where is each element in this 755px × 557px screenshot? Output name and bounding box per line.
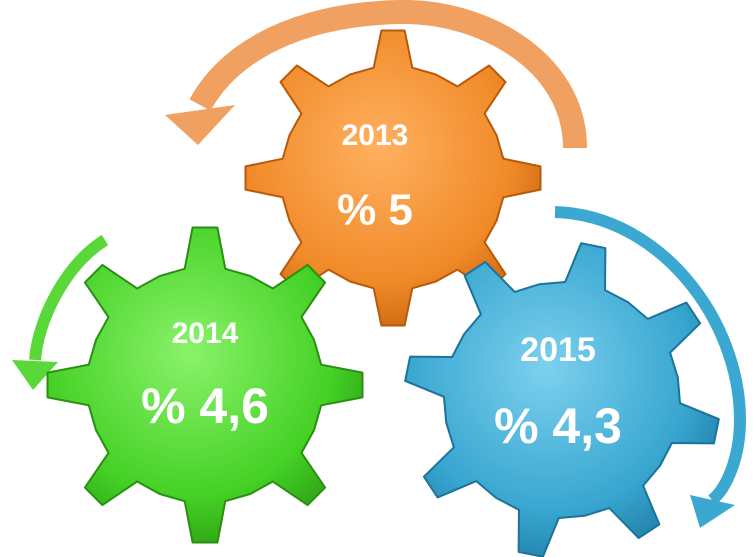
gears bbox=[48, 31, 719, 557]
node-year: 2013 bbox=[342, 119, 409, 152]
node-value: % 4,6 bbox=[141, 378, 269, 434]
node-year: 2014 bbox=[172, 317, 239, 350]
diagram: 2013 % 5 2014 % 4,6 2015 % 4,3 bbox=[0, 0, 755, 557]
node-value: % 5 bbox=[337, 186, 413, 235]
page: {"nodes": [ {"year": "2013", "value": "%… bbox=[0, 0, 755, 557]
node-year: 2015 bbox=[520, 331, 596, 369]
node-value: % 4,3 bbox=[494, 398, 622, 454]
